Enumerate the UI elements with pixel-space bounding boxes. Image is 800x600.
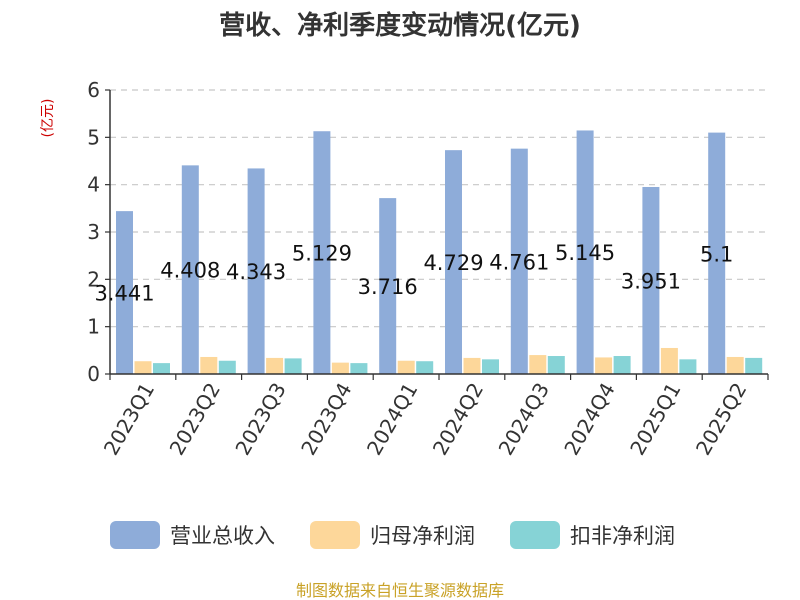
data-label: 3.951 <box>621 269 681 293</box>
x-tick-label: 2024Q3 <box>494 379 554 460</box>
bar-3-2025Q1 <box>679 359 697 374</box>
bars <box>116 130 763 374</box>
y-tick-label: 5 <box>87 125 100 149</box>
bar-2-2025Q1 <box>660 347 678 374</box>
x-tick-label: 2025Q2 <box>691 379 751 460</box>
bar-3-2024Q4 <box>613 356 631 374</box>
bar-1-2025Q1 <box>642 186 660 374</box>
bar-3-2024Q3 <box>547 356 565 374</box>
bar-2-2024Q1 <box>397 360 415 374</box>
x-tick-label: 2025Q1 <box>625 379 685 460</box>
data-label: 3.441 <box>94 282 154 306</box>
legend-swatch <box>510 521 560 549</box>
bar-2-2024Q3 <box>529 355 547 374</box>
y-tick-label: 4 <box>87 173 100 197</box>
y-tick-label: 0 <box>87 362 100 386</box>
x-tick-labels: 2023Q1 2023Q2 2023Q3 2023Q4 2024Q1 2024Q2 2024… <box>99 374 769 460</box>
bar-2-2023Q2 <box>200 356 218 374</box>
x-tick-label: 2023Q3 <box>230 379 290 460</box>
bar-2-2023Q1 <box>134 361 152 374</box>
bar-3-2023Q4 <box>350 363 368 374</box>
legend-label: 扣非净利润 <box>570 524 675 548</box>
bar-3-2024Q1 <box>416 361 434 374</box>
y-tick-label: 6 <box>87 78 100 102</box>
bar-2-2023Q3 <box>266 357 284 374</box>
x-tick-label: 2024Q1 <box>362 379 422 460</box>
bar-1-2023Q4 <box>313 131 331 374</box>
bar-2-2025Q2 <box>726 356 744 374</box>
legend: 营业总收入 归母净利润 扣非净利润 <box>110 521 675 549</box>
chart-title: 营收、净利季度变动情况(亿元) <box>219 10 581 41</box>
data-source: 制图数据来自恒生聚源数据库 <box>296 581 504 600</box>
x-tick-label: 2023Q1 <box>99 379 159 460</box>
legend-swatch <box>110 521 160 549</box>
bar-1-2023Q1 <box>116 211 133 374</box>
bar-1-2023Q2 <box>181 165 199 374</box>
data-label: 5.129 <box>292 242 352 266</box>
data-label: 4.408 <box>160 259 220 283</box>
bar-3-2023Q1 <box>153 363 170 374</box>
data-label: 5.145 <box>555 241 615 265</box>
bar-1-2024Q3 <box>510 148 528 374</box>
bar-1-2025Q2 <box>708 132 726 374</box>
y-tick-label: 3 <box>87 220 100 244</box>
bar-1-2024Q4 <box>576 130 594 374</box>
bar-2-2024Q4 <box>595 357 613 374</box>
y-tick-label: 2 <box>87 267 100 291</box>
bar-1-2023Q3 <box>247 168 265 374</box>
bar-2-2024Q2 <box>463 357 481 374</box>
legend-swatch <box>310 521 360 549</box>
bar-2-2023Q4 <box>331 362 349 374</box>
x-tick-label: 2024Q2 <box>428 379 488 460</box>
axes <box>109 90 768 375</box>
bar-1-2024Q2 <box>445 150 462 374</box>
y-tick-labels: 0 1 2 3 4 5 6 <box>87 78 110 386</box>
data-label: 3.716 <box>358 275 418 299</box>
bar-3-2025Q2 <box>745 357 763 374</box>
bar-1-2024Q1 <box>379 198 397 374</box>
data-label: 4.761 <box>489 250 549 274</box>
y-axis-unit: (亿元) <box>40 99 56 138</box>
data-label: 4.343 <box>226 260 286 284</box>
data-label: 4.729 <box>423 251 483 275</box>
bar-3-2024Q2 <box>482 359 499 374</box>
x-tick-label: 2023Q2 <box>165 379 225 460</box>
y-tick-label: 1 <box>87 315 100 339</box>
bar-3-2023Q3 <box>284 358 302 374</box>
data-label: 5.1 <box>700 242 733 266</box>
legend-label: 归母净利润 <box>370 524 475 548</box>
x-tick-label: 2023Q4 <box>296 379 356 460</box>
bar-3-2023Q2 <box>218 360 236 374</box>
legend-label: 营业总收入 <box>170 524 275 548</box>
x-tick-label: 2024Q4 <box>559 379 619 460</box>
